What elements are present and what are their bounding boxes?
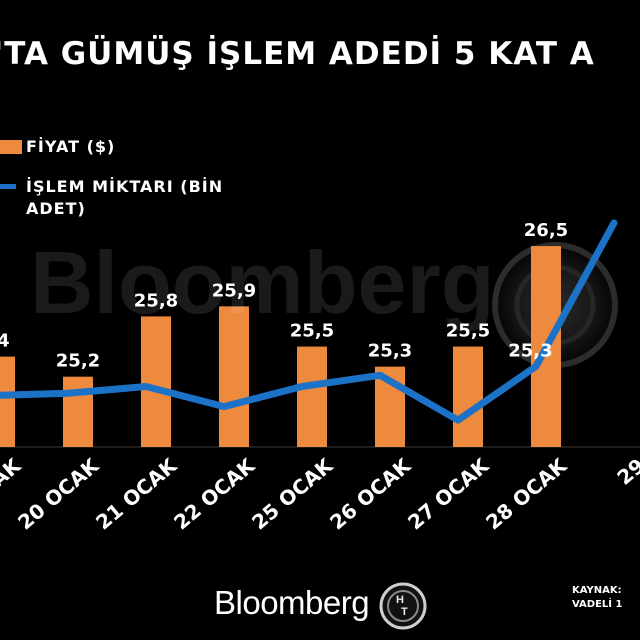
svg-text:H: H — [396, 594, 404, 606]
legend-price-swatch — [0, 140, 22, 154]
x-tick-label: 28 OCAK — [481, 452, 572, 534]
bar-value-label: 25,3 — [508, 341, 552, 362]
x-tick-label: 22 OCAK — [169, 452, 260, 534]
price-bar — [453, 346, 483, 447]
price-bar — [63, 376, 93, 447]
legend-volume-label-line2: ADET) — [26, 199, 86, 218]
x-tick-label: 21 OCAK — [91, 452, 182, 534]
price-bar — [297, 346, 327, 447]
bar-value-label: ,4 — [0, 331, 10, 352]
chart-title: P'TA GÜMÜŞ İŞLEM ADEDİ 5 KAT A — [0, 36, 595, 72]
bar-value-label: 25,9 — [212, 280, 256, 301]
svg-text:T: T — [401, 606, 408, 618]
bloomberg-watermark: Bloomberg — [30, 233, 495, 332]
bar-value-label: 25,8 — [134, 290, 178, 311]
x-tick-label: 20 OCAK — [13, 452, 104, 534]
x-tick-label: 29 — [612, 453, 640, 489]
bar-value-label: 25,5 — [290, 321, 334, 342]
x-tick-label: 27 OCAK — [403, 452, 494, 534]
legend-volume-label-line1: İŞLEM MİKTARI (BİN — [26, 177, 224, 196]
bar-value-label: 25,3 — [368, 341, 412, 362]
x-tick-label: 25 OCAK — [247, 452, 338, 534]
ht-logo: H T — [379, 582, 427, 630]
source-note: KAYNAK: VADELİ 1 — [572, 584, 622, 612]
bar-value-label: 26,5 — [524, 220, 568, 241]
price-bar — [0, 356, 15, 447]
legend-price-label: FİYAT ($) — [26, 137, 116, 156]
volume-line — [0, 219, 618, 424]
legend-volume-swatch — [0, 184, 16, 189]
bar-value-label: 25,5 — [446, 321, 490, 342]
bar-value-label: 25,2 — [56, 351, 100, 372]
price-bar — [219, 306, 249, 447]
bloomberg-logo: Bloomberg — [214, 584, 370, 621]
price-bar — [141, 316, 171, 447]
x-tick-label: 26 OCAK — [325, 452, 416, 534]
source-line-2: VADELİ 1 — [572, 599, 623, 610]
source-line-1: KAYNAK: — [572, 585, 622, 596]
